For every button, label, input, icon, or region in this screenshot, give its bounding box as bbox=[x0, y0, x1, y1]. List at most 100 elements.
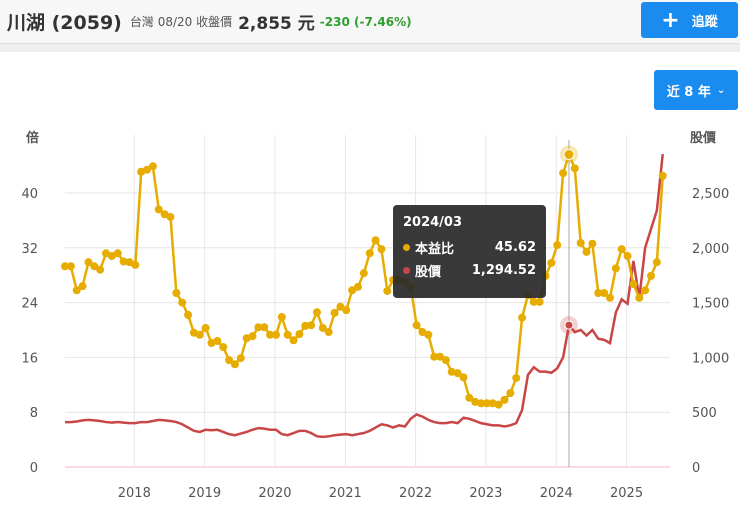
pe-point bbox=[641, 286, 650, 295]
price-change: -230 (-7.46%) bbox=[319, 14, 412, 29]
plus-icon: + bbox=[661, 7, 680, 33]
pe-point bbox=[84, 258, 93, 267]
pe-point bbox=[365, 249, 374, 258]
pe-highlight-point bbox=[563, 149, 575, 161]
left-axis-label: 倍 bbox=[26, 130, 39, 146]
pe-point bbox=[248, 332, 257, 341]
pe-point bbox=[588, 239, 597, 248]
pe-point bbox=[453, 369, 462, 378]
right-tick-label: 1,000 bbox=[692, 351, 729, 366]
pe-point bbox=[295, 330, 304, 339]
stock-name: 川湖 (2059) bbox=[7, 12, 122, 34]
pe-point bbox=[359, 269, 368, 278]
price-line bbox=[65, 153, 664, 439]
range-dropdown[interactable]: 近 8 年 ⌄ bbox=[654, 70, 738, 110]
pe-point bbox=[318, 323, 327, 332]
pe-point bbox=[354, 282, 362, 291]
pe-point bbox=[512, 373, 521, 382]
follow-button[interactable]: + 追蹤 bbox=[641, 2, 738, 38]
pe-point bbox=[553, 241, 562, 250]
chevron-down-icon: ⌄ bbox=[716, 84, 726, 96]
pe-point bbox=[412, 321, 421, 330]
pe-point bbox=[594, 289, 603, 298]
pe-point bbox=[236, 354, 245, 363]
pe-point bbox=[605, 293, 614, 302]
pe-point bbox=[658, 171, 667, 180]
pe-point bbox=[600, 289, 609, 298]
pe-point bbox=[477, 399, 486, 408]
right-axis-label: 股價 bbox=[690, 130, 717, 146]
pe-point bbox=[635, 293, 644, 302]
pe-point bbox=[154, 205, 163, 214]
pe-point bbox=[330, 308, 339, 317]
pe-point bbox=[260, 323, 269, 332]
left-tick-label: 16 bbox=[21, 351, 38, 366]
pe-point bbox=[78, 282, 87, 291]
pe-point bbox=[371, 236, 380, 245]
pe-point bbox=[113, 249, 122, 258]
x-tick-label: 2024 bbox=[540, 486, 573, 501]
x-tick-label: 2023 bbox=[469, 486, 502, 501]
range-label: 近 8 年 bbox=[666, 84, 711, 100]
stock-header: 川湖 (2059) 台灣 08/20 收盤價 2,855 元 -230 (-7.… bbox=[0, 0, 740, 44]
divider bbox=[0, 44, 740, 52]
x-tick-label: 2022 bbox=[399, 486, 432, 501]
pe-point bbox=[623, 252, 632, 261]
right-tick-label: 0 bbox=[692, 461, 700, 476]
pe-point bbox=[254, 323, 263, 332]
pe-point bbox=[506, 389, 515, 398]
right-tick-label: 2,000 bbox=[692, 242, 729, 257]
pe-point bbox=[201, 323, 210, 332]
pe-point bbox=[172, 289, 181, 298]
pe-point bbox=[301, 321, 310, 330]
pe-point bbox=[482, 399, 491, 408]
pe-point bbox=[424, 330, 433, 339]
pe-point bbox=[459, 373, 468, 382]
pe-point bbox=[225, 356, 234, 365]
pe-point bbox=[535, 297, 544, 306]
right-tick-label: 2,500 bbox=[692, 187, 729, 202]
follow-label: 追蹤 bbox=[691, 14, 718, 30]
tooltip-pe-value: 45.62 bbox=[494, 240, 536, 255]
pe-point bbox=[61, 262, 69, 271]
pe-point bbox=[283, 330, 292, 339]
left-tick-label: 32 bbox=[21, 242, 38, 257]
left-tick-label: 40 bbox=[21, 187, 38, 202]
tooltip-price-value: 1,294.52 bbox=[471, 263, 536, 278]
x-tick-label: 2025 bbox=[610, 486, 643, 501]
pe-point bbox=[430, 352, 439, 361]
pe-point bbox=[66, 262, 75, 271]
pe-point bbox=[441, 356, 450, 365]
tooltip: 2024/03 本益比 45.62 股價 1,294.52 bbox=[393, 205, 546, 298]
left-tick-label: 24 bbox=[21, 297, 38, 312]
x-tick-label: 2020 bbox=[258, 486, 291, 501]
pe-point bbox=[342, 306, 351, 315]
pe-point bbox=[119, 257, 128, 266]
pe-point bbox=[96, 265, 105, 274]
pe-point bbox=[195, 330, 204, 339]
pe-point bbox=[348, 286, 357, 295]
tooltip-price-label: 股價 bbox=[415, 265, 442, 280]
pe-point bbox=[518, 313, 527, 322]
pe-point bbox=[383, 286, 392, 295]
pe-point bbox=[617, 245, 626, 254]
pe-point bbox=[271, 330, 280, 339]
pe-point bbox=[336, 302, 345, 311]
pe-point bbox=[647, 271, 655, 280]
pe-point bbox=[576, 239, 585, 248]
pe-point bbox=[143, 165, 152, 174]
pe-point bbox=[307, 321, 316, 330]
pe-point bbox=[324, 328, 333, 337]
pe-point bbox=[90, 262, 99, 271]
left-tick-label: 0 bbox=[30, 461, 38, 476]
left-tick-label: 8 bbox=[30, 406, 38, 421]
pe-point bbox=[547, 258, 556, 267]
pe-point bbox=[377, 245, 386, 254]
pe-point bbox=[166, 212, 175, 221]
pe-point bbox=[529, 297, 538, 306]
pe-line bbox=[65, 150, 664, 407]
pe-point bbox=[289, 336, 298, 345]
right-tick-label: 1,500 bbox=[692, 297, 729, 312]
pe-point bbox=[277, 312, 286, 321]
